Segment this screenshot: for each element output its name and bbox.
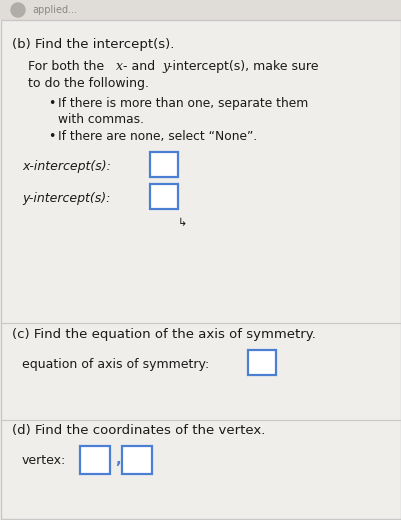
Text: (c) Find the equation of the axis of symmetry.: (c) Find the equation of the axis of sym…: [12, 328, 315, 341]
Text: to do the following.: to do the following.: [28, 77, 149, 90]
Text: (d) Find the coordinates of the vertex.: (d) Find the coordinates of the vertex.: [12, 424, 265, 437]
FancyBboxPatch shape: [247, 350, 275, 375]
Text: applied...: applied...: [32, 5, 77, 15]
Text: •: •: [48, 97, 55, 110]
FancyBboxPatch shape: [1, 20, 400, 519]
Text: If there is more than one, separate them: If there is more than one, separate them: [58, 97, 308, 110]
Text: -intercept(s), make sure: -intercept(s), make sure: [168, 60, 318, 73]
Text: x: x: [116, 60, 123, 73]
Text: - and: - and: [123, 60, 159, 73]
FancyBboxPatch shape: [150, 184, 178, 209]
Text: y: y: [162, 60, 169, 73]
Text: vertex:: vertex:: [22, 454, 66, 467]
Text: (b) Find the intercept(s).: (b) Find the intercept(s).: [12, 38, 174, 51]
Text: ,: ,: [115, 451, 120, 466]
Text: If there are none, select “None”.: If there are none, select “None”.: [58, 130, 257, 143]
Text: For both the: For both the: [28, 60, 108, 73]
FancyBboxPatch shape: [0, 0, 401, 20]
FancyBboxPatch shape: [150, 152, 178, 177]
FancyBboxPatch shape: [80, 446, 110, 474]
Circle shape: [11, 3, 25, 17]
Text: y-intercept(s):: y-intercept(s):: [22, 192, 110, 205]
Text: •: •: [48, 130, 55, 143]
FancyBboxPatch shape: [122, 446, 152, 474]
Text: equation of axis of symmetry:: equation of axis of symmetry:: [22, 358, 209, 371]
Text: x-intercept(s):: x-intercept(s):: [22, 160, 111, 173]
Text: with commas.: with commas.: [58, 113, 144, 126]
Text: ↳: ↳: [178, 218, 187, 228]
